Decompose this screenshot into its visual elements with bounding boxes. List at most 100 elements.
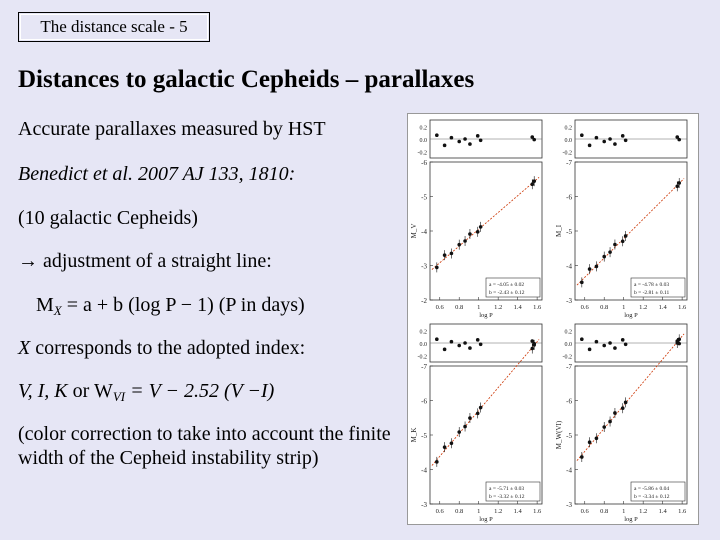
data-point <box>675 184 680 189</box>
residual-point <box>623 342 628 347</box>
data-point <box>449 251 454 256</box>
x-tick-label: 1 <box>622 508 625 515</box>
wvi-sub: VI <box>112 389 126 404</box>
residual-tick-label: 0.2 <box>565 329 573 335</box>
x-tick-label: 1.4 <box>659 508 668 515</box>
fit-line: → adjustment of a straight line: <box>18 250 272 272</box>
y-tick-label: -3 <box>566 297 572 305</box>
data-point <box>435 265 439 270</box>
x-axis-label: log P <box>479 312 493 319</box>
formula-line: MX = a + b (log P − 1) (P in days) <box>36 294 305 318</box>
fit-legend-box <box>630 277 686 298</box>
data-point <box>475 230 480 234</box>
data-point <box>623 234 628 238</box>
residual-point <box>435 337 439 341</box>
residual-point <box>457 343 462 348</box>
y-tick-label: -6 <box>566 398 572 406</box>
x-tick-label: 1 <box>477 508 480 515</box>
residual-point <box>478 342 483 347</box>
y-tick-label: -3 <box>421 501 427 509</box>
plm-panels-svg: 0.2 0.0 -0.2 -6 -5 -4 -3 -2 0.6 0.8 1 1.2 1.4 1.6 log … <box>410 119 688 523</box>
residual-point <box>475 134 480 138</box>
residual-point <box>468 142 472 146</box>
data-point <box>478 225 483 229</box>
y-axis-label: M_V <box>410 224 418 239</box>
data-point <box>530 182 535 187</box>
residual-point <box>532 341 537 346</box>
data-point <box>594 264 599 269</box>
index-line: X corresponds to the adopted index: <box>18 337 305 360</box>
residual-point <box>468 346 472 350</box>
residual-tick-label: 0.0 <box>565 138 573 144</box>
x-tick-label: 1.6 <box>533 508 542 515</box>
slide-title: Distances to galactic Cepheids – paralla… <box>18 66 475 93</box>
data-point <box>620 239 625 244</box>
index-rest: corresponds to the adopted index: <box>30 337 306 359</box>
residual-tick-label: 0.2 <box>420 125 428 131</box>
fit-intercept: a = -4.05 ± 0.02 <box>489 282 524 288</box>
figure-plm-relations: 0.2 0.0 -0.2 -6 -5 -4 -3 -2 0.6 0.8 1 1.2 1.4 1.6 log … <box>407 113 699 525</box>
data-point <box>478 405 483 410</box>
data-point <box>677 337 682 342</box>
residual-tick-label: 0.2 <box>565 125 573 131</box>
y-tick-label: -2 <box>421 297 427 305</box>
y-tick-label: -7 <box>421 363 427 371</box>
x-tick-label: 0.6 <box>436 508 445 515</box>
data-point <box>457 242 462 247</box>
residual-point <box>475 338 480 342</box>
x-tick-label: 0.6 <box>581 304 590 311</box>
residual-point <box>587 143 592 148</box>
y-axis-label: M_K <box>410 428 418 443</box>
index-x: X <box>18 337 31 359</box>
fit-line <box>431 339 540 466</box>
fit-slope: b = -2.43 ± 0.12 <box>489 290 525 296</box>
x-tick-label: 0.8 <box>455 508 463 515</box>
sample-line: (10 galactic Cepheids) <box>18 207 198 229</box>
residual-point <box>587 347 592 352</box>
residual-point <box>613 346 617 350</box>
data-point <box>613 411 617 415</box>
data-point <box>613 242 617 247</box>
residual-point <box>608 137 612 141</box>
y-tick-label: -5 <box>421 432 427 440</box>
x-tick-label: 1.2 <box>494 304 502 311</box>
residual-point <box>463 341 467 345</box>
x-tick-label: 0.8 <box>600 304 608 311</box>
fit-intercept: a = -5.71 ± 0.03 <box>489 486 524 492</box>
residual-point <box>530 339 535 343</box>
data-point <box>580 280 584 285</box>
data-point <box>463 424 467 429</box>
x-tick-label: 1.4 <box>514 304 523 311</box>
wesenheit-formula: = V − 2.52 (V −I) <box>125 380 275 402</box>
residual-point <box>677 341 682 346</box>
x-tick-label: 1.4 <box>659 304 668 311</box>
wesenheit-line: V, I, K or WVI = V − 2.52 (V −I) <box>18 380 275 404</box>
data-point <box>532 179 537 183</box>
x-tick-label: 1.2 <box>639 508 647 515</box>
residual-tick-label: 0.0 <box>420 138 428 144</box>
residual-tick-label: -0.2 <box>418 151 428 157</box>
y-tick-label: -6 <box>421 159 427 167</box>
parallax-line: Accurate parallaxes measured by HST <box>18 118 326 140</box>
residual-point <box>677 137 682 142</box>
x-tick-label: 1.2 <box>494 508 502 515</box>
x-tick-label: 0.6 <box>581 508 590 515</box>
residual-point <box>580 337 584 341</box>
residual-point <box>435 133 439 137</box>
residual-point <box>580 133 584 137</box>
data-point <box>587 267 592 271</box>
formula-rest: = a + b (log P − 1) (P in days) <box>61 294 305 316</box>
fit-intercept: a = -5.86 ± 0.04 <box>634 486 669 492</box>
residual-point <box>594 339 599 344</box>
fit-line <box>576 178 685 286</box>
residual-point <box>457 139 462 144</box>
data-point <box>602 425 607 429</box>
x-tick-label: 1.6 <box>678 508 687 515</box>
formula-sub: X <box>53 303 62 318</box>
y-tick-label: -6 <box>566 194 572 202</box>
data-point <box>580 455 584 459</box>
fit-slope: b = -3.34 ± 0.12 <box>634 494 670 500</box>
residual-tick-label: 0.0 <box>565 342 573 348</box>
data-point <box>608 250 612 254</box>
residual-tick-label: 0.0 <box>420 342 428 348</box>
